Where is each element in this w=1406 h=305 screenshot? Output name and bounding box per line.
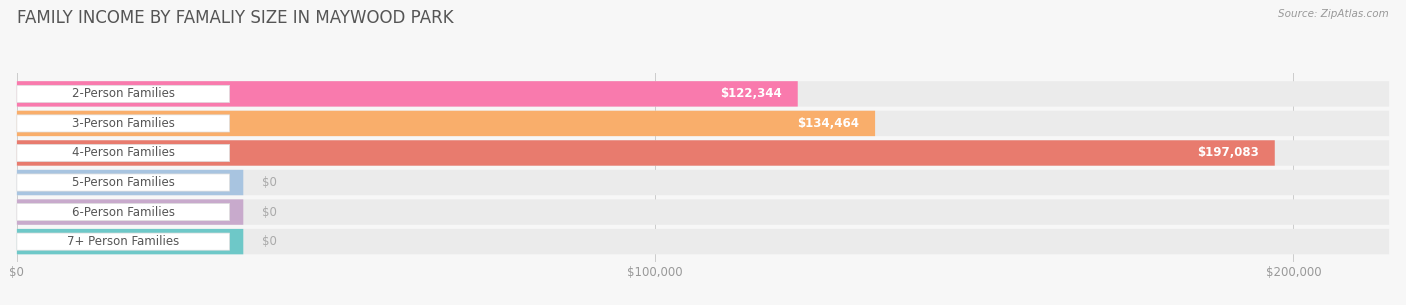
FancyBboxPatch shape (17, 170, 1389, 195)
Text: 2-Person Families: 2-Person Families (72, 88, 174, 100)
FancyBboxPatch shape (17, 199, 243, 225)
Text: $0: $0 (263, 235, 277, 248)
FancyBboxPatch shape (17, 233, 229, 250)
FancyBboxPatch shape (17, 144, 229, 162)
FancyBboxPatch shape (17, 174, 229, 191)
FancyBboxPatch shape (17, 81, 797, 106)
FancyBboxPatch shape (17, 140, 1389, 166)
FancyBboxPatch shape (17, 81, 1389, 106)
Text: 4-Person Families: 4-Person Families (72, 146, 174, 160)
Text: $0: $0 (263, 176, 277, 189)
FancyBboxPatch shape (17, 229, 1389, 254)
FancyBboxPatch shape (17, 85, 229, 102)
Text: FAMILY INCOME BY FAMALIY SIZE IN MAYWOOD PARK: FAMILY INCOME BY FAMALIY SIZE IN MAYWOOD… (17, 9, 454, 27)
FancyBboxPatch shape (17, 111, 1389, 136)
Text: $197,083: $197,083 (1197, 146, 1258, 160)
FancyBboxPatch shape (17, 199, 1389, 225)
Text: 7+ Person Families: 7+ Person Families (67, 235, 180, 248)
FancyBboxPatch shape (17, 140, 1275, 166)
Text: 5-Person Families: 5-Person Families (72, 176, 174, 189)
Text: 6-Person Families: 6-Person Families (72, 206, 174, 219)
FancyBboxPatch shape (17, 203, 229, 221)
Text: Source: ZipAtlas.com: Source: ZipAtlas.com (1278, 9, 1389, 19)
Text: $0: $0 (263, 206, 277, 219)
FancyBboxPatch shape (17, 229, 243, 254)
FancyBboxPatch shape (17, 111, 875, 136)
Text: $122,344: $122,344 (720, 88, 782, 100)
FancyBboxPatch shape (17, 170, 243, 195)
FancyBboxPatch shape (17, 115, 229, 132)
Text: $134,464: $134,464 (797, 117, 859, 130)
Text: 3-Person Families: 3-Person Families (72, 117, 174, 130)
